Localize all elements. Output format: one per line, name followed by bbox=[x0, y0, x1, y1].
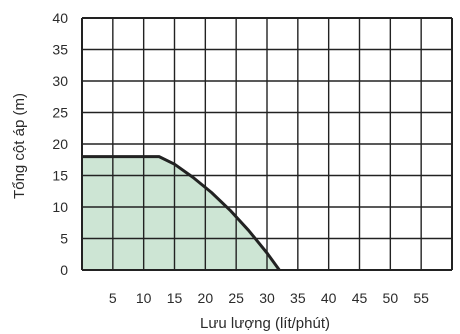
x-tick-label: 15 bbox=[167, 290, 183, 306]
x-tick-label: 50 bbox=[383, 290, 399, 306]
y-tick-label: 40 bbox=[52, 10, 68, 26]
x-tick-label: 55 bbox=[413, 290, 429, 306]
x-tick-labels: 5 10 15 20 25 30 35 40 45 50 55 bbox=[109, 290, 429, 306]
x-tick-label: 30 bbox=[259, 290, 275, 306]
x-tick-label: 45 bbox=[352, 290, 368, 306]
pump-curve-area bbox=[82, 156, 280, 270]
x-tick-label: 35 bbox=[290, 290, 306, 306]
y-tick-label: 35 bbox=[52, 42, 68, 58]
x-tick-label: 20 bbox=[198, 290, 214, 306]
y-tick-label: 10 bbox=[52, 199, 68, 215]
x-tick-label: 25 bbox=[228, 290, 244, 306]
y-tick-labels: 0 5 10 15 20 25 30 35 40 bbox=[52, 10, 68, 278]
y-tick-label: 0 bbox=[60, 262, 68, 278]
x-tick-label: 5 bbox=[109, 290, 117, 306]
y-tick-label: 15 bbox=[52, 168, 68, 184]
y-tick-label: 5 bbox=[60, 231, 68, 247]
chart-grid bbox=[81, 17, 453, 271]
x-tick-label: 40 bbox=[321, 290, 337, 306]
pump-curve-line bbox=[82, 155, 281, 271]
y-tick-label: 20 bbox=[52, 136, 68, 152]
x-tick-label: 10 bbox=[136, 290, 152, 306]
x-axis-title: Lưu lượng (lít/phút) bbox=[200, 315, 330, 332]
y-axis-title: Tổng cột áp (m) bbox=[11, 93, 28, 199]
y-tick-label: 30 bbox=[52, 73, 68, 89]
y-tick-label: 25 bbox=[52, 105, 68, 121]
